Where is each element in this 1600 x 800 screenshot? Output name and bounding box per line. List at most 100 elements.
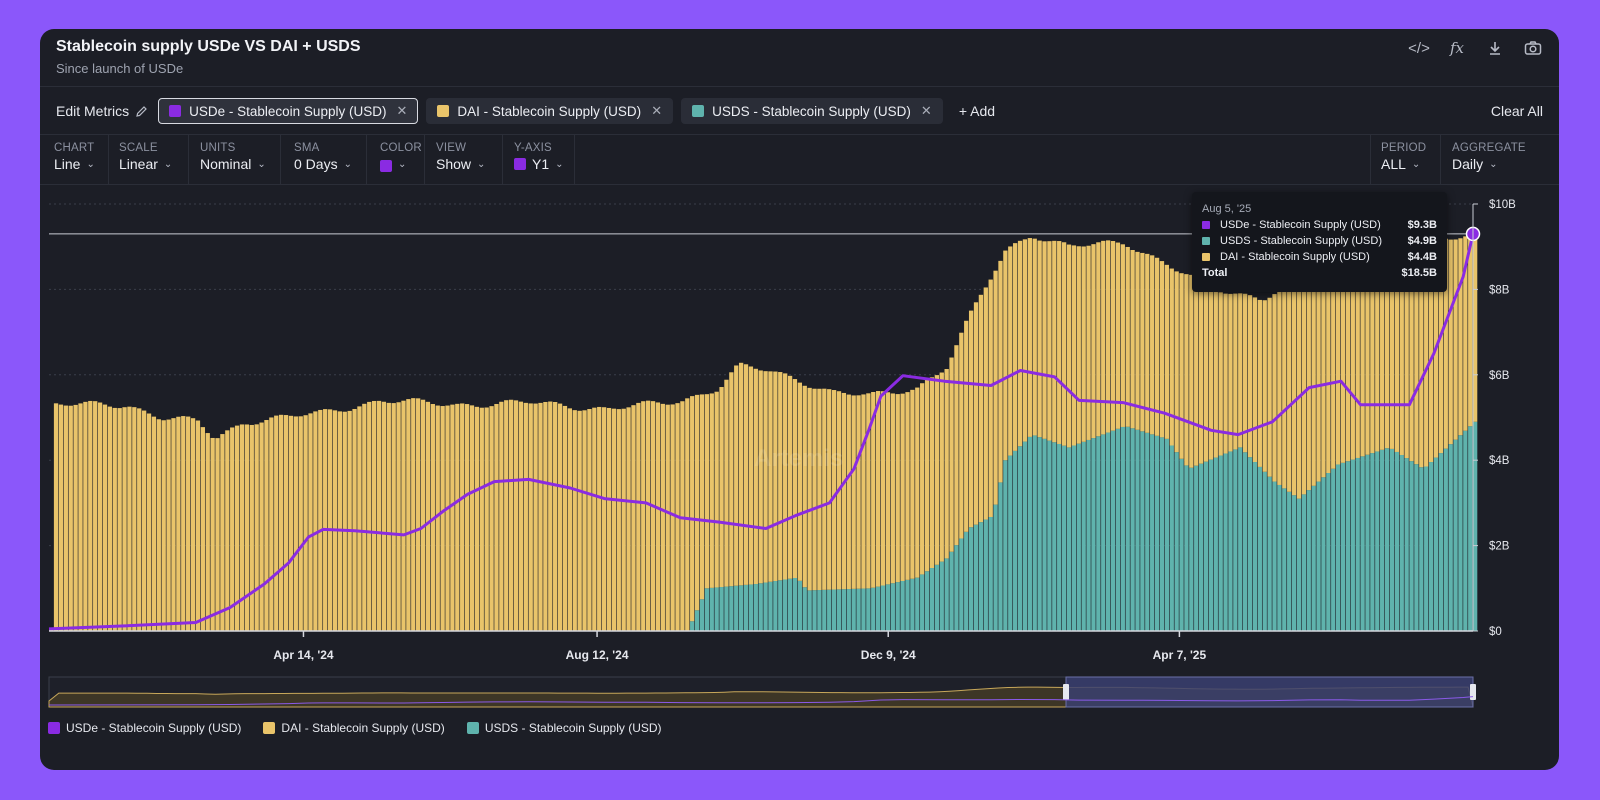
bar-usds bbox=[1448, 444, 1453, 631]
bar-dai bbox=[357, 406, 362, 631]
legend-item-usde[interactable]: USDe - Stablecoin Supply (USD) bbox=[48, 721, 241, 735]
bar-dai bbox=[1365, 256, 1370, 455]
bar-dai bbox=[1208, 286, 1214, 460]
bar-usds bbox=[812, 590, 817, 631]
view-select[interactable]: VIEW Show ⌄ bbox=[422, 135, 485, 185]
metric-pill-usde[interactable]: USDe - Stablecoin Supply (USD) ✕ bbox=[158, 98, 419, 124]
bar-usds bbox=[1243, 452, 1248, 631]
bar-dai bbox=[802, 385, 807, 588]
bar-usds bbox=[1311, 485, 1316, 631]
bar-dai bbox=[768, 371, 773, 582]
divider bbox=[366, 135, 367, 185]
color-select[interactable]: COLOR ⌄ bbox=[366, 135, 422, 185]
close-icon[interactable]: ✕ bbox=[651, 103, 663, 118]
bar-dai bbox=[1473, 232, 1478, 422]
metric-pill-dai[interactable]: DAI - Stablecoin Supply (USD) ✕ bbox=[426, 98, 674, 124]
bar-dai bbox=[371, 400, 377, 631]
bar-dai bbox=[1331, 260, 1336, 469]
bar-dai bbox=[763, 371, 768, 583]
navigator-handle-right[interactable] bbox=[1470, 684, 1476, 700]
legend-item-usds[interactable]: USDS - Stablecoin Supply (USD) bbox=[466, 721, 662, 735]
bar-usds bbox=[1277, 484, 1282, 631]
y-axis-select[interactable]: Y-AXIS Y1 ⌄ bbox=[500, 135, 564, 185]
bar-dai bbox=[416, 398, 421, 631]
tooltip-total-value: $18.5B bbox=[1401, 267, 1437, 279]
units-value: Nominal bbox=[200, 156, 252, 172]
bar-usds bbox=[1027, 436, 1032, 631]
bar-dai bbox=[396, 402, 401, 631]
bar-dai bbox=[1189, 274, 1194, 468]
y-tick-label: $4B bbox=[1489, 455, 1510, 467]
bar-usds bbox=[1086, 439, 1091, 631]
bar-dai bbox=[1076, 246, 1081, 444]
tooltip-swatch bbox=[1202, 237, 1210, 245]
bar-dai bbox=[1296, 274, 1302, 499]
bar-dai bbox=[724, 379, 729, 587]
scale-select[interactable]: SCALE Linear ⌄ bbox=[105, 135, 172, 185]
bar-dai bbox=[166, 419, 171, 631]
formula-icon[interactable]: fx bbox=[1449, 39, 1464, 57]
bar-dai bbox=[181, 416, 186, 631]
bar-dai bbox=[1164, 264, 1170, 439]
navigator-handle-left[interactable] bbox=[1063, 684, 1069, 700]
legend-swatch bbox=[263, 722, 276, 734]
bar-usds bbox=[792, 578, 798, 631]
bar-dai bbox=[978, 294, 984, 523]
chart-plot[interactable]: Artemis $0 $2B $4B $6B $8B $10B Apr 14, '24 Au… bbox=[40, 184, 1559, 744]
bar-usds bbox=[1164, 438, 1170, 631]
bar-usds bbox=[1061, 445, 1067, 631]
bar-dai bbox=[538, 402, 543, 631]
divider bbox=[40, 134, 1559, 135]
bar-dai bbox=[1463, 236, 1468, 431]
metric-pill-usds[interactable]: USDS - Stablecoin Supply (USD) ✕ bbox=[681, 98, 943, 124]
clear-all-button[interactable]: Clear All bbox=[1490, 103, 1543, 119]
bar-usds bbox=[1384, 448, 1390, 631]
bar-dai bbox=[97, 402, 103, 631]
bar-dai bbox=[1458, 238, 1463, 436]
bar-usds bbox=[866, 588, 871, 631]
edit-metrics-button[interactable]: Edit Metrics bbox=[56, 103, 148, 119]
period-select[interactable]: PERIOD ALL ⌄ bbox=[1367, 135, 1426, 185]
bar-usds bbox=[1120, 426, 1125, 631]
bar-usds bbox=[1409, 461, 1414, 631]
bar-dai bbox=[807, 387, 812, 591]
bar-usds bbox=[1150, 434, 1155, 631]
embed-code-icon[interactable]: </> bbox=[1408, 39, 1430, 57]
legend-swatch bbox=[466, 722, 479, 734]
bar-usds bbox=[993, 504, 998, 631]
bar-usds bbox=[1321, 477, 1326, 631]
bar-dai bbox=[993, 270, 998, 505]
bar-dai bbox=[504, 400, 509, 631]
bar-usds bbox=[1458, 435, 1463, 631]
legend-item-dai[interactable]: DAI - Stablecoin Supply (USD) bbox=[263, 721, 445, 735]
bar-dai bbox=[102, 404, 108, 631]
bar-usds bbox=[1414, 464, 1419, 631]
aggregate-select[interactable]: AGGREGATE Daily ⌄ bbox=[1438, 135, 1526, 185]
download-icon[interactable] bbox=[1483, 37, 1507, 59]
bar-dai bbox=[827, 389, 832, 590]
close-icon[interactable]: ✕ bbox=[396, 103, 408, 118]
bar-usds bbox=[1272, 481, 1277, 631]
add-metric-button[interactable]: + Add bbox=[958, 103, 996, 119]
camera-icon[interactable] bbox=[1521, 37, 1545, 59]
bar-usds bbox=[1081, 441, 1086, 631]
bar-usds bbox=[959, 538, 964, 631]
bar-dai bbox=[381, 401, 387, 631]
close-icon[interactable]: ✕ bbox=[920, 103, 932, 118]
bar-dai bbox=[890, 393, 895, 584]
range-navigator[interactable] bbox=[48, 676, 1476, 708]
divider bbox=[424, 135, 425, 185]
bar-usds bbox=[1468, 426, 1473, 631]
bar-dai bbox=[327, 409, 333, 631]
bar-dai bbox=[934, 375, 940, 565]
tooltip-total-label: Total bbox=[1202, 267, 1228, 279]
units-select[interactable]: UNITS Nominal ⌄ bbox=[186, 135, 266, 185]
bar-dai bbox=[151, 416, 157, 631]
bar-dai bbox=[758, 370, 763, 584]
sma-select[interactable]: SMA 0 Days ⌄ bbox=[280, 135, 352, 185]
controls-row: CHART Line ⌄ SCALE Linear ⌄ UNITS Nominal ⌄… bbox=[40, 135, 1559, 185]
bar-dai bbox=[582, 410, 587, 631]
navigator-selection[interactable] bbox=[1065, 676, 1474, 708]
chart-type-select[interactable]: CHART Line ⌄ bbox=[40, 135, 95, 185]
bar-dai bbox=[406, 399, 411, 631]
